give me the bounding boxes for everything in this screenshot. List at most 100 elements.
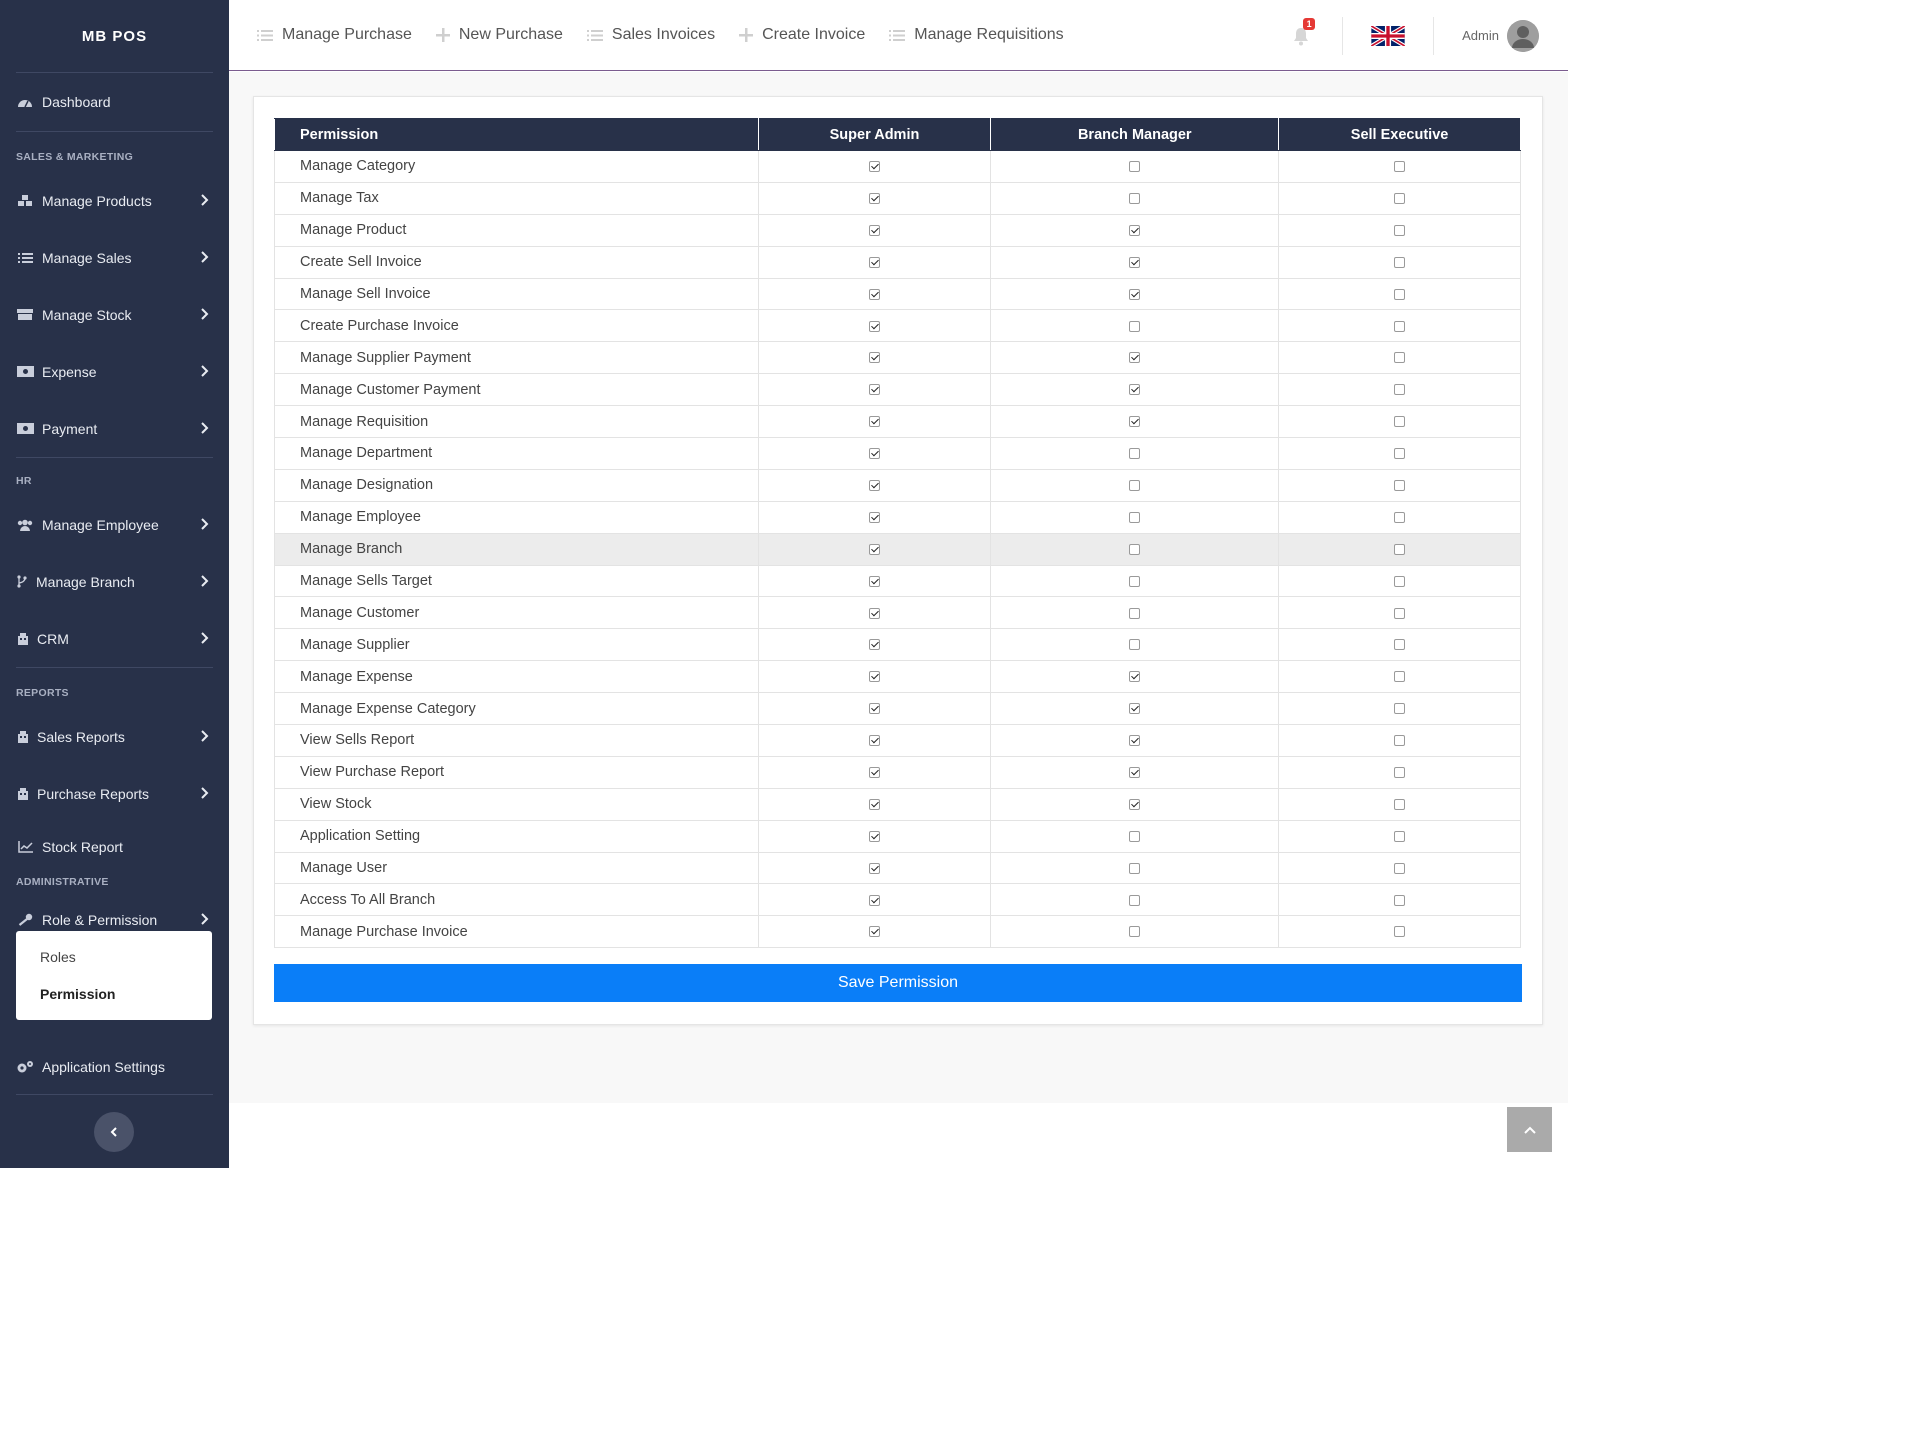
checkbox-super-admin[interactable]: [868, 288, 880, 300]
checkbox-branch-manager[interactable]: [1129, 894, 1141, 906]
checkbox-branch-manager[interactable]: [1129, 193, 1141, 204]
nav-manage-requisitions[interactable]: Manage Requisitions: [889, 26, 1064, 44]
checkbox-sell-executive[interactable]: [1394, 224, 1406, 236]
checkbox-sell-executive[interactable]: [1394, 862, 1406, 874]
checkbox-branch-manager[interactable]: [1129, 352, 1141, 364]
checkbox-sell-executive[interactable]: [1394, 320, 1406, 332]
brand-logo[interactable]: MB POS: [81, 27, 148, 45]
checkbox-super-admin[interactable]: [868, 798, 880, 810]
checkbox-branch-manager[interactable]: [1129, 735, 1141, 747]
checkbox-super-admin[interactable]: [868, 607, 880, 619]
checkbox-super-admin[interactable]: [868, 639, 880, 651]
sidebar-item-manage-stock[interactable]: Manage Stock: [0, 286, 229, 343]
checkbox-branch-manager[interactable]: [1129, 798, 1141, 810]
checkbox-branch-manager[interactable]: [1129, 862, 1141, 874]
checkbox-sell-executive[interactable]: [1394, 480, 1406, 492]
checkbox-branch-manager[interactable]: [1129, 511, 1141, 523]
checkbox-super-admin[interactable]: [868, 830, 880, 842]
checkbox-sell-executive[interactable]: [1394, 671, 1406, 683]
submenu-item-permission[interactable]: Permission: [40, 986, 116, 1002]
language-selector[interactable]: [1370, 23, 1406, 48]
checkbox-sell-executive[interactable]: [1394, 416, 1406, 428]
nav-manage-purchase[interactable]: Manage Purchase: [257, 26, 412, 44]
checkbox-super-admin[interactable]: [868, 735, 880, 747]
checkbox-sell-executive[interactable]: [1394, 830, 1406, 842]
checkbox-sell-executive[interactable]: [1394, 607, 1406, 619]
sidebar-item-manage-branch[interactable]: Manage Branch: [0, 553, 229, 610]
checkbox-super-admin[interactable]: [868, 448, 880, 460]
nav-new-purchase[interactable]: New Purchase: [435, 26, 563, 44]
checkbox-super-admin[interactable]: [868, 703, 880, 715]
checkbox-super-admin[interactable]: [868, 671, 880, 683]
checkbox-super-admin[interactable]: [868, 894, 880, 906]
checkbox-branch-manager[interactable]: [1129, 448, 1141, 460]
submenu-item-roles[interactable]: Roles: [40, 949, 76, 965]
checkbox-branch-manager[interactable]: [1129, 671, 1141, 683]
checkbox-super-admin[interactable]: [868, 416, 880, 428]
checkbox-branch-manager[interactable]: [1129, 384, 1141, 396]
sidebar-item-role-permission[interactable]: Role & Permission: [0, 892, 229, 947]
checkbox-sell-executive[interactable]: [1394, 384, 1406, 396]
checkbox-branch-manager[interactable]: [1129, 767, 1141, 779]
scroll-to-top-button[interactable]: [1507, 1107, 1552, 1152]
checkbox-super-admin[interactable]: [868, 256, 880, 268]
nav-sales-invoices[interactable]: Sales Invoices: [586, 26, 715, 44]
checkbox-branch-manager[interactable]: [1129, 161, 1141, 173]
checkbox-super-admin[interactable]: [868, 224, 880, 236]
checkbox-sell-executive[interactable]: [1394, 256, 1406, 268]
checkbox-branch-manager[interactable]: [1129, 416, 1141, 428]
checkbox-branch-manager[interactable]: [1129, 575, 1141, 587]
checkbox-sell-executive[interactable]: [1394, 543, 1406, 555]
checkbox-sell-executive[interactable]: [1394, 703, 1406, 715]
sidebar-item-application-settings[interactable]: Application Settings: [0, 1038, 229, 1095]
checkbox-branch-manager[interactable]: [1129, 639, 1141, 651]
checkbox-super-admin[interactable]: [868, 384, 880, 396]
sidebar-item-payment[interactable]: Payment: [0, 400, 229, 457]
checkbox-branch-manager[interactable]: [1129, 543, 1141, 555]
save-permission-button[interactable]: Save Permission: [274, 964, 1522, 1002]
avatar[interactable]: [1507, 19, 1539, 52]
sidebar-item-dashboard[interactable]: Dashboard: [0, 73, 229, 131]
sidebar-item-sales-reports[interactable]: Sales Reports: [0, 708, 229, 765]
checkbox-super-admin[interactable]: [868, 575, 880, 587]
checkbox-branch-manager[interactable]: [1129, 224, 1141, 236]
user-name[interactable]: Admin: [1462, 28, 1499, 43]
checkbox-super-admin[interactable]: [868, 352, 880, 364]
checkbox-branch-manager[interactable]: [1129, 607, 1141, 619]
nav-create-invoice[interactable]: Create Invoice: [739, 26, 865, 44]
checkbox-branch-manager[interactable]: [1129, 320, 1141, 332]
checkbox-super-admin[interactable]: [868, 511, 880, 523]
sidebar-item-expense[interactable]: Expense: [0, 343, 229, 400]
checkbox-sell-executive[interactable]: [1394, 798, 1406, 810]
checkbox-sell-executive[interactable]: [1394, 288, 1406, 300]
checkbox-super-admin[interactable]: [868, 767, 880, 779]
notification-button[interactable]: 1: [1292, 17, 1316, 46]
checkbox-super-admin[interactable]: [868, 862, 880, 874]
checkbox-sell-executive[interactable]: [1394, 735, 1406, 747]
checkbox-sell-executive[interactable]: [1394, 511, 1406, 523]
sidebar-item-manage-employee[interactable]: Manage Employee: [0, 496, 229, 553]
sidebar-item-crm[interactable]: CRM: [0, 610, 229, 667]
checkbox-branch-manager[interactable]: [1129, 288, 1141, 300]
checkbox-sell-executive[interactable]: [1394, 575, 1406, 587]
checkbox-sell-executive[interactable]: [1394, 926, 1406, 938]
checkbox-sell-executive[interactable]: [1394, 639, 1406, 651]
checkbox-sell-executive[interactable]: [1394, 193, 1406, 204]
checkbox-sell-executive[interactable]: [1394, 767, 1406, 779]
checkbox-super-admin[interactable]: [868, 543, 880, 555]
checkbox-super-admin[interactable]: [868, 926, 880, 938]
checkbox-branch-manager[interactable]: [1129, 703, 1141, 715]
checkbox-super-admin[interactable]: [868, 193, 880, 204]
checkbox-branch-manager[interactable]: [1129, 926, 1141, 938]
checkbox-super-admin[interactable]: [868, 480, 880, 492]
sidebar-item-manage-products[interactable]: Manage Products: [0, 172, 229, 229]
checkbox-sell-executive[interactable]: [1394, 448, 1406, 460]
checkbox-branch-manager[interactable]: [1129, 830, 1141, 842]
sidebar-item-stock-report[interactable]: Stock Report: [0, 822, 229, 872]
checkbox-branch-manager[interactable]: [1129, 256, 1141, 268]
sidebar-item-purchase-reports[interactable]: Purchase Reports: [0, 765, 229, 822]
sidebar-collapse-button[interactable]: [94, 1112, 134, 1152]
checkbox-sell-executive[interactable]: [1394, 894, 1406, 906]
checkbox-sell-executive[interactable]: [1394, 352, 1406, 364]
checkbox-sell-executive[interactable]: [1394, 161, 1406, 173]
